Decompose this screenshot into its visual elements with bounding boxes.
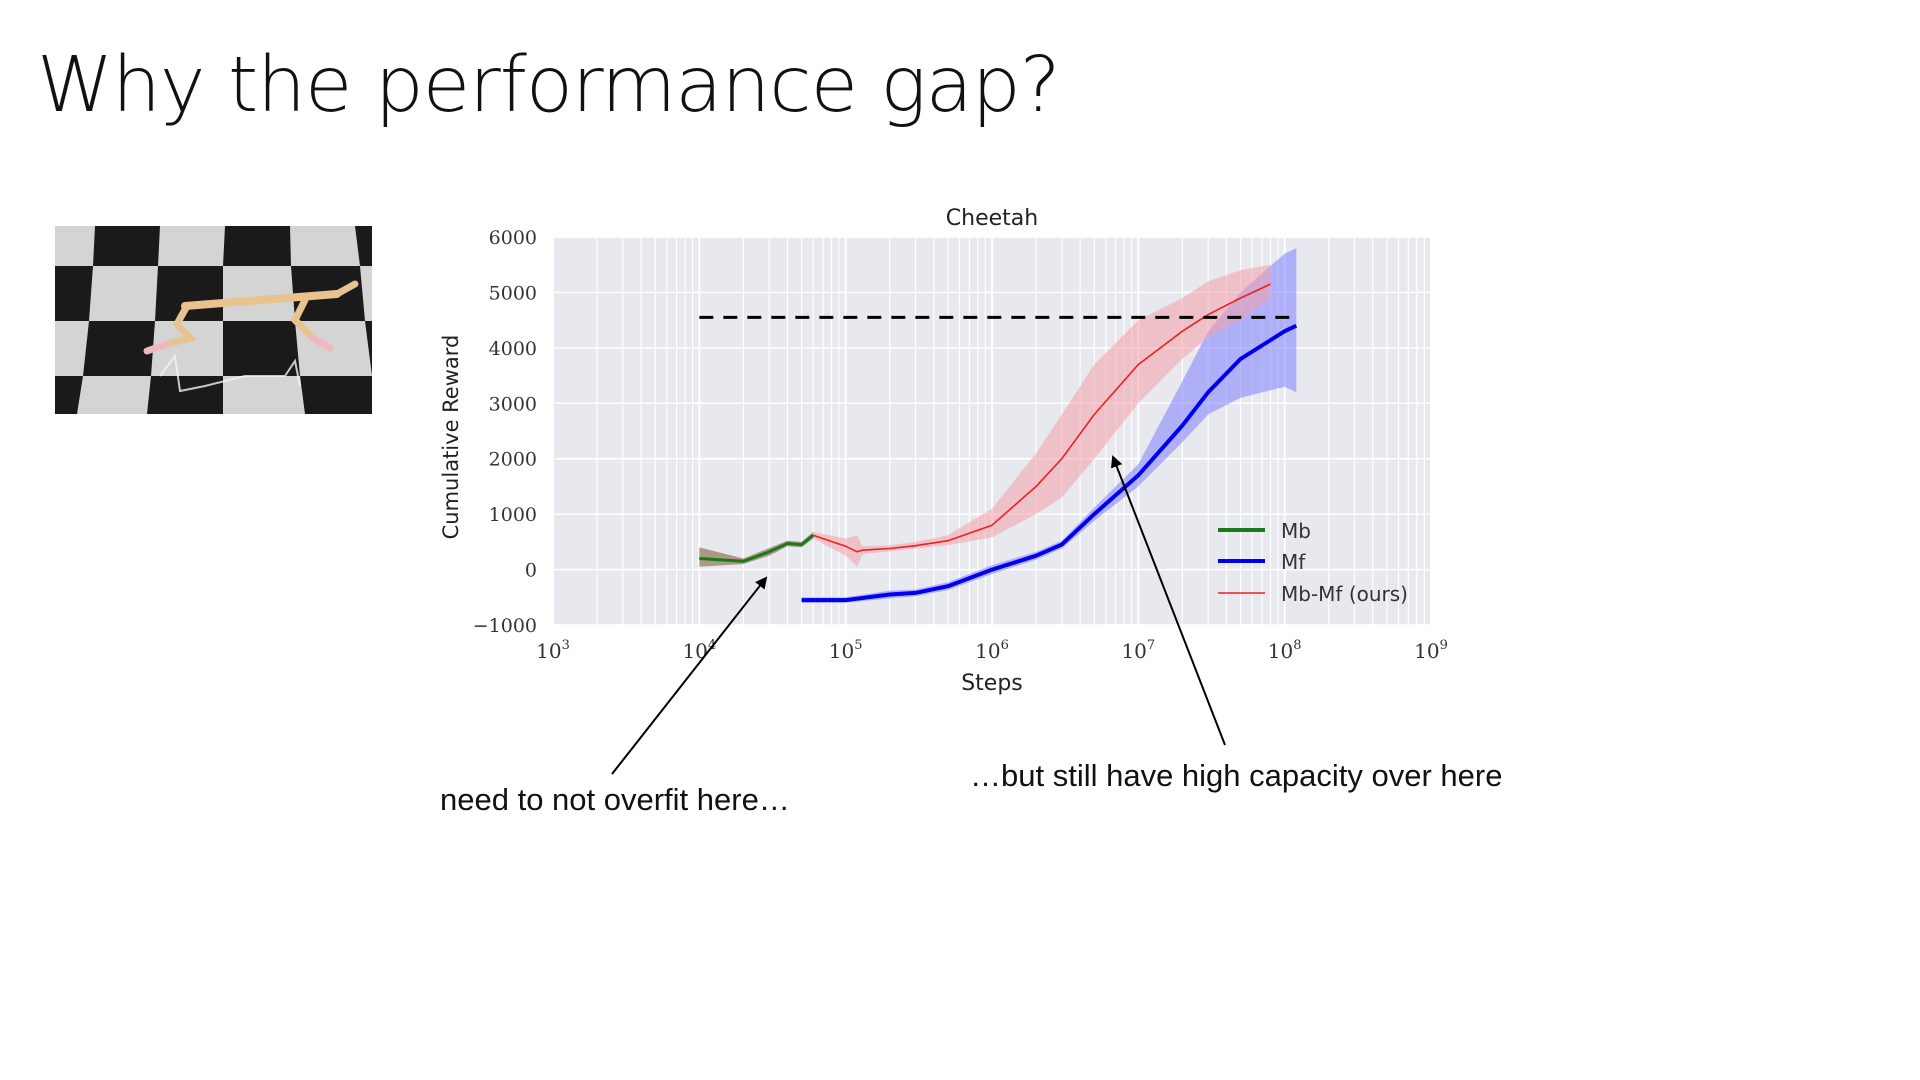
half-cheetah-image bbox=[55, 226, 372, 414]
y-tick-label: 4000 bbox=[489, 338, 537, 360]
x-tick-exponent: 8 bbox=[1293, 638, 1301, 653]
band-mb-mf-ours- bbox=[813, 264, 1271, 567]
callout-overfit: need to not overfit here… bbox=[440, 782, 790, 817]
slide-title: Why the performance gap? bbox=[37, 41, 1061, 130]
legend-label-mbmf: Mb-Mf (ours) bbox=[1281, 582, 1408, 606]
confidence-bands bbox=[699, 248, 1297, 603]
x-tick-exponent: 7 bbox=[1147, 638, 1155, 653]
y-tick-label: 6000 bbox=[489, 227, 537, 249]
cheetah-robot bbox=[143, 280, 359, 355]
x-tick-label: 104 bbox=[682, 638, 716, 663]
x-axis-label: Steps bbox=[961, 671, 1023, 696]
checkerboard-floor bbox=[55, 226, 372, 414]
annotation-arrows bbox=[611, 455, 1226, 775]
legend-label-mf: Mf bbox=[1281, 550, 1306, 574]
x-tick-exponent: 3 bbox=[562, 638, 570, 653]
arrow-left bbox=[611, 576, 768, 775]
x-tick-exponent: 5 bbox=[854, 638, 862, 653]
x-tick-label: 106 bbox=[975, 638, 1009, 663]
y-tick-label: 0 bbox=[525, 560, 537, 582]
series-lines bbox=[699, 283, 1298, 603]
legend: Mb Mf Mb-Mf (ours) bbox=[1218, 519, 1408, 606]
callout-capacity: …but still have high capacity over here bbox=[970, 758, 1503, 793]
legend-label-mb: Mb bbox=[1281, 519, 1311, 543]
x-tick-exponent: 6 bbox=[1001, 638, 1009, 653]
line-mf bbox=[801, 323, 1298, 603]
y-axis-label: Cumulative Reward bbox=[439, 335, 463, 540]
x-tick-label: 103 bbox=[536, 638, 570, 663]
x-tick-label: 109 bbox=[1414, 638, 1448, 663]
cheetah-shadow bbox=[159, 353, 301, 393]
line-mb-mf-ours- bbox=[812, 283, 1271, 553]
y-tick-label: 5000 bbox=[489, 282, 537, 304]
band-mb bbox=[699, 531, 814, 567]
x-tick-label: 107 bbox=[1121, 638, 1155, 663]
chart-title: Cheetah bbox=[946, 206, 1038, 231]
y-tick-label: −1000 bbox=[473, 615, 537, 637]
band-mf bbox=[801, 248, 1297, 603]
line-mb bbox=[699, 534, 815, 563]
arrow-right bbox=[1111, 455, 1226, 746]
y-tick-label: 1000 bbox=[489, 504, 537, 526]
x-tick-label: 105 bbox=[829, 638, 863, 663]
x-tick-label: 108 bbox=[1268, 638, 1302, 663]
x-tick-exponent: 9 bbox=[1440, 638, 1448, 653]
y-tick-label: 3000 bbox=[489, 393, 537, 415]
y-tick-label: 2000 bbox=[489, 449, 537, 471]
